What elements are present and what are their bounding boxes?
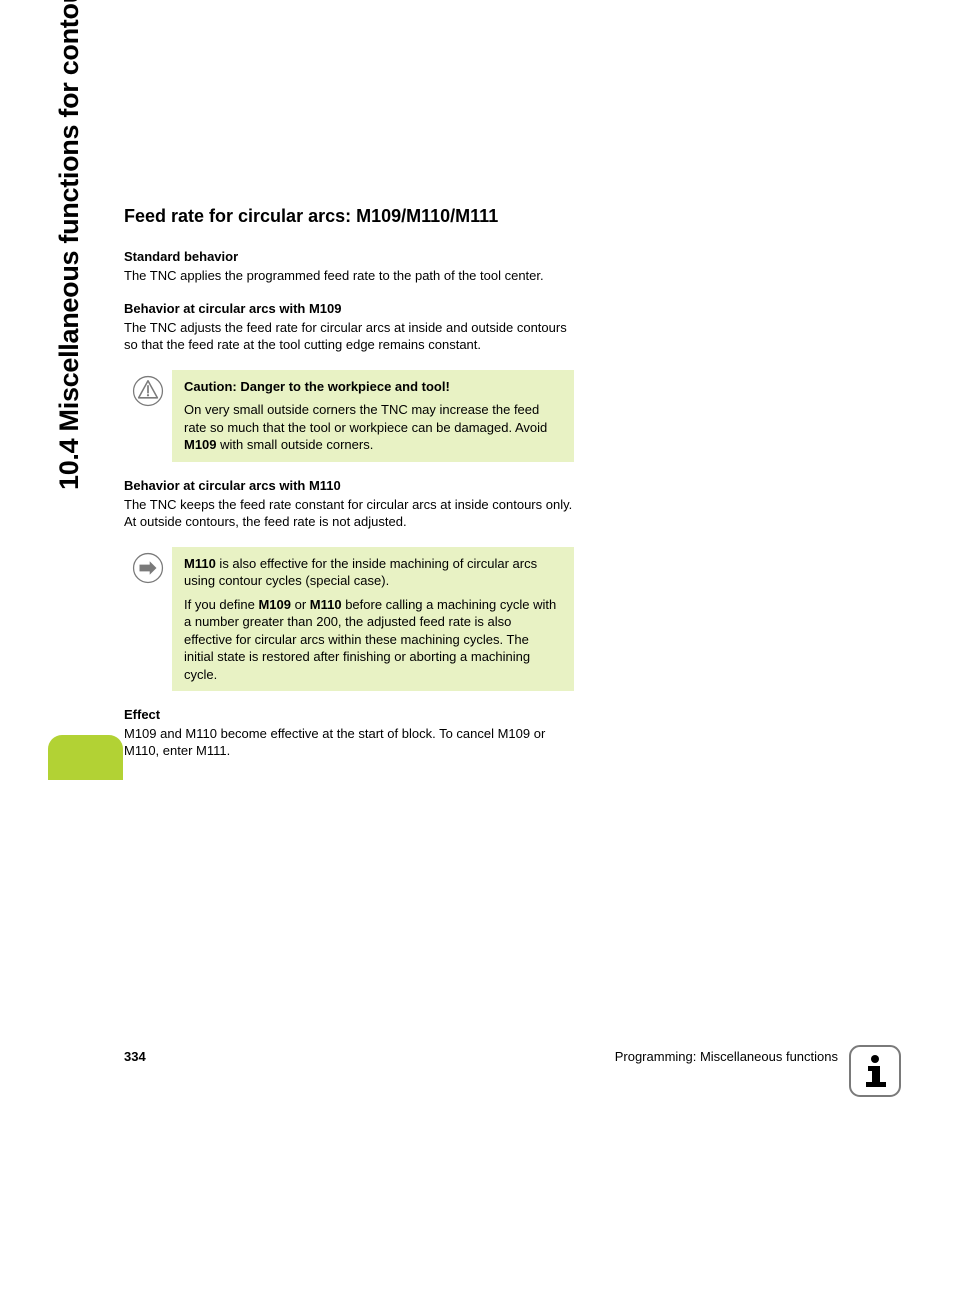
document-page: 10.4 Miscellaneous functions for contour… <box>0 0 954 1308</box>
side-tab <box>48 735 123 780</box>
warning-icon <box>124 370 172 462</box>
info-para-2: If you define M109 or M110 before callin… <box>184 596 562 684</box>
page-footer: 334 Programming: Miscellaneous functions <box>124 1049 838 1064</box>
arrow-right-icon <box>124 547 172 692</box>
info-p1-bold: M110 <box>184 556 216 571</box>
warning-callout: Caution: Danger to the workpiece and too… <box>124 370 574 462</box>
info-para-1: M110 is also effective for the inside ma… <box>184 555 562 590</box>
subhead-effect: Effect <box>124 707 574 722</box>
footer-right-text: Programming: Miscellaneous functions <box>615 1049 838 1064</box>
para-m109: The TNC adjusts the feed rate for circul… <box>124 320 574 354</box>
warning-body: Caution: Danger to the workpiece and too… <box>172 370 574 462</box>
page-heading: Feed rate for circular arcs: M109/M110/M… <box>124 206 574 227</box>
para-m110: The TNC keeps the feed rate constant for… <box>124 497 574 531</box>
subhead-m110: Behavior at circular arcs with M110 <box>124 478 574 493</box>
page-number: 334 <box>124 1049 146 1064</box>
warning-heading: Caution: Danger to the workpiece and too… <box>184 378 562 396</box>
info-body: M110 is also effective for the inside ma… <box>172 547 574 692</box>
warning-bold-code: M109 <box>184 437 217 452</box>
main-content: Feed rate for circular arcs: M109/M110/M… <box>124 206 574 764</box>
warning-text: On very small outside corners the TNC ma… <box>184 401 562 454</box>
subhead-standard: Standard behavior <box>124 249 574 264</box>
para-standard: The TNC applies the programmed feed rate… <box>124 268 574 285</box>
info-p2-b1: M109 <box>258 597 291 612</box>
side-section-label: 10.4 Miscellaneous functions for contour… <box>54 0 85 490</box>
info-badge-icon <box>848 1044 902 1098</box>
subhead-m109: Behavior at circular arcs with M109 <box>124 301 574 316</box>
info-p2-b2: M110 <box>310 597 342 612</box>
para-effect: M109 and M110 become effective at the st… <box>124 726 574 760</box>
info-callout: M110 is also effective for the inside ma… <box>124 547 574 692</box>
